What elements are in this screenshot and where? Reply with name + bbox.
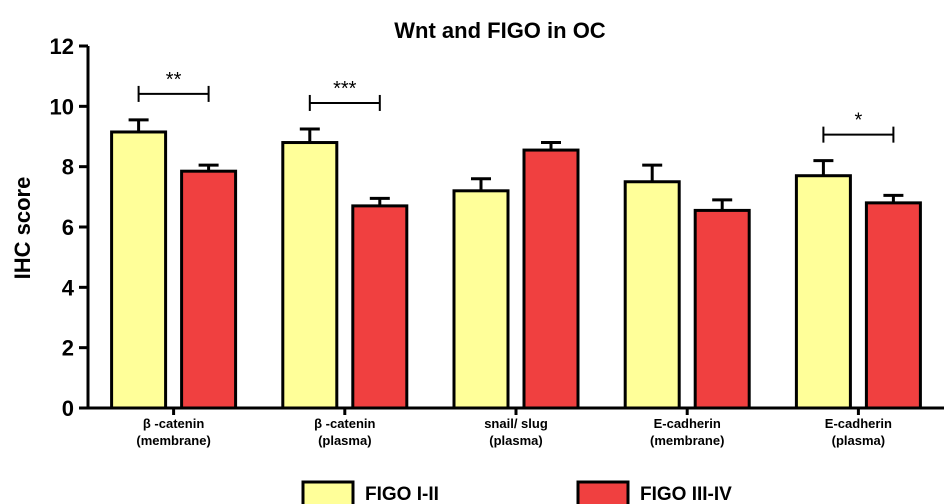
x-tick-label: E-cadherin (825, 416, 892, 431)
legend-label: FIGO I-II (365, 484, 439, 504)
x-tick-label: (plasma) (489, 433, 542, 448)
y-tick-label: 4 (62, 275, 75, 300)
bar (182, 171, 236, 408)
x-tick-label: (plasma) (832, 433, 885, 448)
bar (796, 176, 850, 408)
bar (353, 206, 407, 408)
significance-markers: ** **** (139, 69, 894, 143)
legend-label: FIGO III-IV (640, 484, 732, 504)
significance-label: ** (166, 69, 182, 91)
bar (625, 182, 679, 408)
bar (112, 132, 166, 408)
bar (283, 143, 337, 408)
legend-swatch (303, 482, 353, 504)
x-tick-label: snail/ slug (484, 416, 548, 431)
x-tick-label: (membrane) (136, 433, 210, 448)
x-tick-label: β -catenin (314, 416, 375, 431)
y-tick-label: 10 (50, 94, 74, 119)
chart-title: Wnt and FIGO in OC (394, 18, 606, 43)
significance-label: *** (333, 78, 357, 100)
bar (866, 203, 920, 408)
x-tick-label: (membrane) (650, 433, 724, 448)
y-tick-label: 2 (62, 336, 74, 361)
bar (695, 210, 749, 408)
x-tick-label: (plasma) (318, 433, 371, 448)
significance-label: * (855, 110, 863, 132)
y-tick-label: 12 (50, 34, 74, 59)
y-tick-label: 6 (62, 215, 74, 240)
y-axis-label: IHC score (10, 177, 35, 280)
y-tick-label: 0 (62, 396, 74, 421)
bars (112, 120, 921, 408)
x-tick-label: β -catenin (143, 416, 204, 431)
bar (524, 150, 578, 408)
legend-swatch (578, 482, 628, 504)
y-tick-label: 8 (62, 155, 74, 180)
legend: FIGO I-II FIGO III-IV (303, 482, 732, 504)
bar (454, 191, 508, 408)
x-tick-label: E-cadherin (654, 416, 721, 431)
